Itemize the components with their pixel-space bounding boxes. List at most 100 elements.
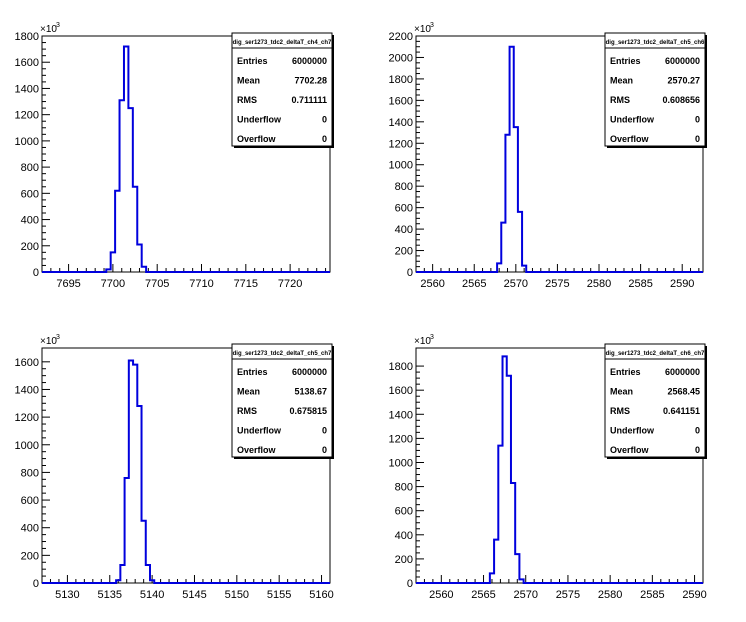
y-tick-label: 0: [407, 267, 413, 279]
y-multiplier-label: ×10: [40, 336, 57, 347]
stats-value: 7702.28: [294, 76, 327, 86]
histogram-bin: [498, 446, 502, 583]
histogram-bin: [129, 360, 133, 583]
histogram-bin: [116, 580, 120, 583]
y-tick-label: 1600: [15, 57, 39, 69]
stats-value: 0: [695, 134, 700, 144]
histogram-bin: [490, 573, 494, 583]
stats-value: 0: [695, 426, 700, 436]
x-tick-label: 2560: [420, 278, 444, 290]
y-tick-label: 600: [21, 188, 39, 200]
stats-value: 0: [322, 426, 327, 436]
stats-value: 0.641151: [663, 406, 700, 416]
stats-label: RMS: [237, 95, 257, 105]
histogram-bin: [115, 191, 119, 272]
histogram-bin: [510, 47, 514, 272]
stats-label: Overflow: [237, 134, 277, 144]
histogram-bin: [146, 565, 150, 583]
histogram-bin: [133, 365, 137, 583]
x-tick-label: 5160: [309, 589, 333, 601]
histogram-bin: [120, 565, 124, 583]
y-tick-label: 2000: [389, 52, 413, 64]
x-tick-label: 7710: [189, 278, 213, 290]
x-tick-label: 2580: [598, 589, 622, 601]
stats-label: Mean: [610, 387, 633, 397]
x-tick-label: 5135: [98, 589, 122, 601]
stats-label: Overflow: [610, 134, 650, 144]
histogram-panel-4: 0 200 400 600 800 1000 1200 1400 1600 1800 2560 256…: [389, 334, 707, 601]
stats-label: Overflow: [610, 445, 650, 455]
histogram-bin: [142, 521, 146, 583]
stats-label: Entries: [610, 56, 641, 66]
stats-label: Mean: [237, 76, 260, 86]
stats-value: 2568.45: [667, 387, 700, 397]
y-multiplier-label: ×10: [414, 336, 431, 347]
y-tick-label: 1200: [15, 412, 39, 424]
histogram-bin: [518, 212, 522, 272]
histogram-panel-2: 0 200 400 600 800 1000 1200 1400 1600 1800 2000 220…: [389, 22, 707, 290]
y-tick-label: 0: [33, 267, 39, 279]
y-tick-label: 600: [395, 203, 413, 215]
y-tick-label: 1000: [389, 457, 413, 469]
stats-label: Underflow: [237, 115, 282, 125]
y-tick-label: 800: [395, 482, 413, 494]
y-multiplier-exponent: 3: [56, 334, 60, 341]
histogram-outline: [416, 355, 703, 584]
stats-value: 0.711111: [291, 95, 327, 105]
x-tick-label: 2580: [587, 278, 611, 290]
x-tick-label: 5150: [225, 589, 249, 601]
histogram-bin: [507, 376, 511, 583]
histogram-bin: [511, 483, 515, 583]
y-multiplier-label: ×10: [414, 24, 431, 35]
y-tick-label: 200: [21, 241, 39, 253]
y-tick-label: 1400: [15, 83, 39, 95]
y-multiplier-exponent: 3: [430, 22, 434, 29]
stats-label: Underflow: [237, 426, 282, 436]
stats-value: 0.675815: [289, 406, 327, 416]
stats-label: RMS: [610, 95, 630, 105]
histogram-bin: [501, 223, 505, 272]
y-tick-label: 400: [395, 224, 413, 236]
y-tick-label: 1600: [389, 95, 413, 107]
y-tick-label: 1200: [15, 110, 39, 122]
y-tick-label: 1800: [389, 74, 413, 86]
x-tick-label: 2590: [670, 278, 694, 290]
x-tick-label: 2565: [462, 278, 486, 290]
stats-label: Underflow: [610, 426, 655, 436]
y-tick-label: 1600: [389, 385, 413, 397]
y-tick-label: 200: [395, 246, 413, 258]
stats-value: 6000000: [292, 56, 327, 66]
stats-value: 0: [695, 115, 700, 125]
histogram-bin: [503, 356, 507, 583]
histogram-bin: [120, 100, 124, 272]
x-tick-label: 2585: [640, 589, 664, 601]
histogram-bin: [125, 478, 129, 583]
x-tick-label: 2570: [513, 589, 537, 601]
stats-label: Entries: [237, 56, 268, 66]
histogram-bin: [128, 108, 132, 272]
x-tick-label: 2575: [556, 589, 580, 601]
y-tick-label: 1200: [389, 138, 413, 150]
histogram-bin: [142, 267, 146, 272]
y-tick-label: 400: [21, 523, 39, 535]
y-tick-label: 1800: [389, 361, 413, 373]
histogram-bin: [137, 244, 141, 272]
y-tick-label: 600: [21, 495, 39, 507]
y-multiplier-label: ×10: [40, 24, 57, 35]
y-tick-label: 1000: [15, 136, 39, 148]
stats-value: 6000000: [292, 367, 327, 377]
y-tick-label: 1600: [15, 357, 39, 369]
stats-title: dig_ser1273_tdc2_deltaT_ch5_ch7: [233, 351, 332, 357]
y-tick-label: 0: [33, 578, 39, 590]
y-tick-label: 1000: [15, 440, 39, 452]
x-tick-label: 7705: [145, 278, 169, 290]
stats-label: Overflow: [237, 445, 277, 455]
y-tick-label: 2200: [389, 31, 413, 43]
histogram-bin: [150, 580, 154, 583]
x-tick-label: 5145: [182, 589, 206, 601]
histogram-bin: [515, 554, 519, 583]
y-tick-label: 400: [21, 215, 39, 227]
y-multiplier-exponent: 3: [430, 334, 434, 341]
y-tick-label: 800: [21, 467, 39, 479]
